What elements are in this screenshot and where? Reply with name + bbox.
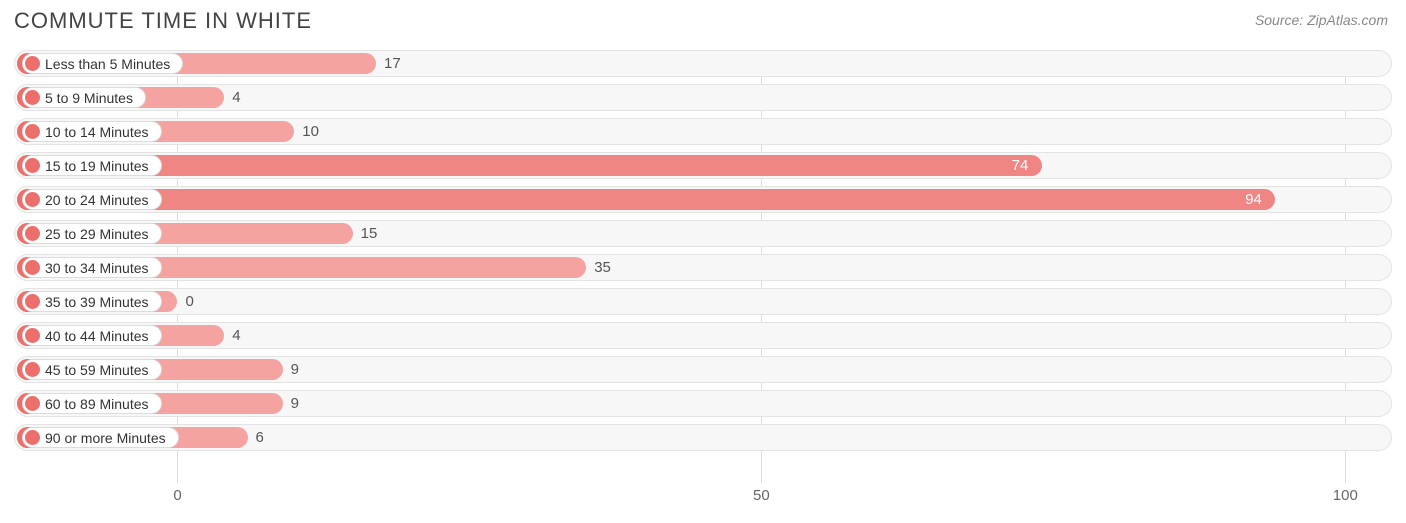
bar-label-pill: 30 to 34 Minutes bbox=[22, 257, 162, 278]
bar-row: 10 to 14 Minutes 10 bbox=[14, 118, 1392, 145]
bar-row: 90 or more Minutes 6 bbox=[14, 424, 1392, 451]
bar-row: 40 to 44 Minutes 4 bbox=[14, 322, 1392, 349]
bar-label: 20 to 24 Minutes bbox=[45, 192, 149, 208]
bar-label: 15 to 19 Minutes bbox=[45, 158, 149, 174]
bar-cap-overlay bbox=[25, 396, 40, 411]
bar-value: 74 bbox=[1012, 152, 1029, 179]
bar-value: 17 bbox=[384, 50, 401, 77]
chart-source: Source: ZipAtlas.com bbox=[1255, 12, 1388, 28]
chart-container: COMMUTE TIME IN WHITE Source: ZipAtlas.c… bbox=[0, 0, 1406, 523]
bar-label-pill: 10 to 14 Minutes bbox=[22, 121, 162, 142]
bar-value: 10 bbox=[302, 118, 319, 145]
plot-area: Less than 5 Minutes 17 5 to 9 Minutes 4 10 t… bbox=[14, 50, 1392, 483]
bar-cap-overlay bbox=[25, 362, 40, 377]
bar-label-pill: 40 to 44 Minutes bbox=[22, 325, 162, 346]
bar-label: 60 to 89 Minutes bbox=[45, 396, 149, 412]
bar-value: 6 bbox=[256, 424, 264, 451]
bar-row: 20 to 24 Minutes 94 bbox=[14, 186, 1392, 213]
bar-label: Less than 5 Minutes bbox=[45, 56, 170, 72]
bar-label: 40 to 44 Minutes bbox=[45, 328, 149, 344]
bar-label-pill: 5 to 9 Minutes bbox=[22, 87, 146, 108]
x-tick: 100 bbox=[1333, 487, 1358, 504]
chart-title: COMMUTE TIME IN WHITE bbox=[14, 8, 312, 34]
bar-label-pill: 90 or more Minutes bbox=[22, 427, 179, 448]
bar-cap-overlay bbox=[25, 56, 40, 71]
bar-track bbox=[14, 288, 1392, 315]
bar-row: 25 to 29 Minutes 15 bbox=[14, 220, 1392, 247]
bar-value: 15 bbox=[361, 220, 378, 247]
bar-cap-overlay bbox=[25, 430, 40, 445]
bar-row: 5 to 9 Minutes 4 bbox=[14, 84, 1392, 111]
bar-label: 90 or more Minutes bbox=[45, 430, 166, 446]
bar-cap-overlay bbox=[25, 294, 40, 309]
bar-value: 0 bbox=[185, 288, 193, 315]
bar-cap-overlay bbox=[25, 124, 40, 139]
bar-value: 94 bbox=[1245, 186, 1262, 213]
bar-row: Less than 5 Minutes 17 bbox=[14, 50, 1392, 77]
bar-row: 45 to 59 Minutes 9 bbox=[14, 356, 1392, 383]
x-tick: 50 bbox=[753, 487, 770, 504]
bar-label-pill: 45 to 59 Minutes bbox=[22, 359, 162, 380]
bar-row: 15 to 19 Minutes 74 bbox=[14, 152, 1392, 179]
x-tick: 0 bbox=[173, 487, 181, 504]
bar-label-pill: 20 to 24 Minutes bbox=[22, 189, 162, 210]
bar-cap-overlay bbox=[25, 192, 40, 207]
bar-cap-overlay bbox=[25, 226, 40, 241]
bar-label: 30 to 34 Minutes bbox=[45, 260, 149, 276]
bar-label-pill: 35 to 39 Minutes bbox=[22, 291, 162, 312]
bar-value: 35 bbox=[594, 254, 611, 281]
bar-row: 30 to 34 Minutes 35 bbox=[14, 254, 1392, 281]
x-axis: 0 50 100 bbox=[14, 487, 1392, 515]
bar-label: 10 to 14 Minutes bbox=[45, 124, 149, 140]
bar-value: 4 bbox=[232, 322, 240, 349]
bar-cap-overlay bbox=[25, 328, 40, 343]
bar-fill bbox=[17, 155, 1042, 176]
bar-label-pill: Less than 5 Minutes bbox=[22, 53, 183, 74]
bar-row: 60 to 89 Minutes 9 bbox=[14, 390, 1392, 417]
bar-label: 25 to 29 Minutes bbox=[45, 226, 149, 242]
bar-cap-overlay bbox=[25, 158, 40, 173]
bar-label-pill: 15 to 19 Minutes bbox=[22, 155, 162, 176]
bar-label-pill: 60 to 89 Minutes bbox=[22, 393, 162, 414]
bar-label: 45 to 59 Minutes bbox=[45, 362, 149, 378]
bar-label: 5 to 9 Minutes bbox=[45, 90, 133, 106]
bar-cap-overlay bbox=[25, 260, 40, 275]
bar-fill bbox=[17, 189, 1275, 210]
bar-cap-overlay bbox=[25, 90, 40, 105]
bar-label: 35 to 39 Minutes bbox=[45, 294, 149, 310]
bar-value: 9 bbox=[291, 390, 299, 417]
bar-label-pill: 25 to 29 Minutes bbox=[22, 223, 162, 244]
bar-value: 4 bbox=[232, 84, 240, 111]
bar-value: 9 bbox=[291, 356, 299, 383]
bar-row: 35 to 39 Minutes 0 bbox=[14, 288, 1392, 315]
